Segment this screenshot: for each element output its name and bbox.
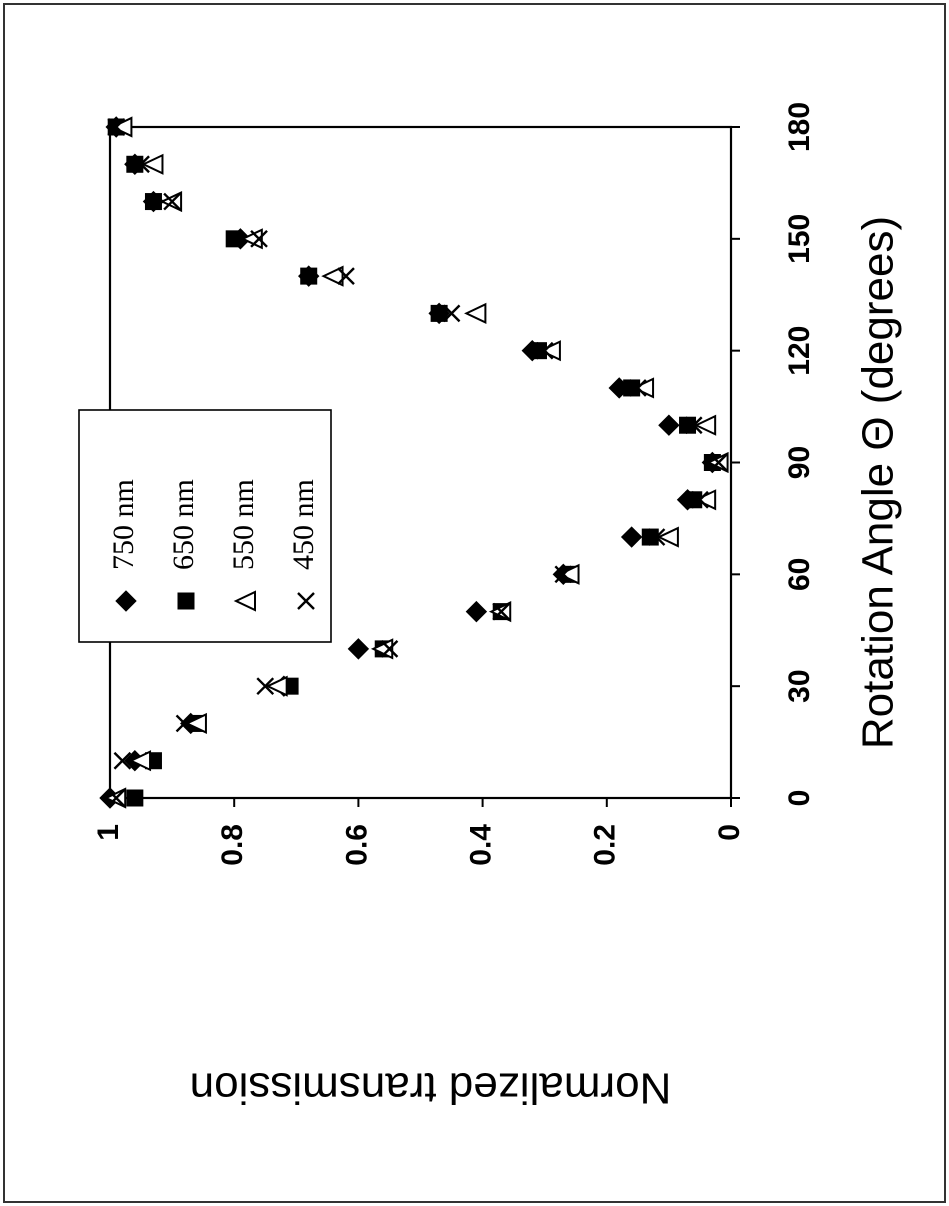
data-point — [492, 602, 511, 621]
data-point — [107, 118, 126, 136]
x-tick-label: 90 — [783, 446, 816, 479]
data-point — [107, 789, 126, 807]
legend-marker — [233, 590, 256, 612]
data-point — [265, 675, 288, 697]
data-point — [250, 229, 268, 248]
x-tick-label: 30 — [783, 669, 816, 702]
legend-marker — [177, 592, 195, 610]
y-tick-label: 0.6 — [340, 824, 373, 866]
x-axis-title: Rotation Angle Θ (degrees) — [854, 216, 903, 749]
data-point — [300, 267, 318, 285]
data-point — [126, 789, 144, 807]
x-tick-label: 60 — [783, 558, 816, 591]
data-point — [113, 751, 132, 770]
x-tick-label: 120 — [783, 326, 816, 376]
data-point — [184, 712, 207, 735]
data-point — [141, 153, 164, 175]
x-tick-label: 0 — [783, 790, 816, 807]
plot-area: 0 30 60 90 120 150 180 0 0.2 0.4 0.6 0.8 1 Rotation A… — [92, 102, 903, 1112]
y-tick-label: 0 — [713, 824, 746, 841]
data-point — [693, 414, 717, 436]
data-point — [225, 230, 243, 248]
legend-label: 650 nm — [167, 479, 200, 570]
data-point — [175, 714, 194, 733]
data-point — [535, 341, 554, 360]
legend-label: 750 nm — [107, 479, 140, 570]
legend-marker — [297, 592, 315, 610]
y-tick-label: 1 — [92, 824, 125, 841]
data-point — [620, 526, 643, 548]
data-point — [465, 600, 488, 623]
data-point — [658, 414, 680, 436]
data-point — [464, 302, 487, 324]
x-tick-label: 150 — [783, 214, 816, 264]
x-tick-label: 180 — [783, 102, 816, 152]
data-point — [442, 304, 461, 323]
data-point — [647, 528, 666, 546]
data-point — [691, 490, 709, 509]
data-point — [347, 638, 370, 660]
series-450-nm — [107, 118, 728, 807]
data-point — [337, 267, 355, 285]
data-point — [709, 453, 728, 472]
y-tick-label: 0.2 — [589, 824, 622, 866]
y-axis-title: Normalized transmission — [190, 1063, 672, 1112]
legend: 750 nm 650 nm 550 nm 450 nm — [78, 409, 332, 643]
data-point — [163, 192, 181, 211]
legend-marker — [115, 590, 137, 612]
data-point — [240, 228, 263, 250]
data-point — [256, 677, 275, 696]
data-point — [370, 638, 394, 660]
data-point — [132, 155, 150, 174]
y-tick-label: 0.4 — [465, 824, 498, 866]
y-tick-label: 0.8 — [216, 824, 249, 866]
data-point — [144, 193, 162, 211]
data-point — [321, 265, 344, 287]
data-point — [380, 640, 399, 658]
data-point — [656, 526, 679, 548]
data-point — [128, 750, 152, 772]
data-point — [684, 416, 703, 435]
legend-label: 450 nm — [287, 479, 320, 570]
figure-border — [3, 3, 946, 1203]
legend-label: 550 nm — [227, 479, 260, 570]
data-point — [629, 379, 647, 397]
data-point — [430, 304, 448, 322]
data-point — [554, 565, 573, 584]
